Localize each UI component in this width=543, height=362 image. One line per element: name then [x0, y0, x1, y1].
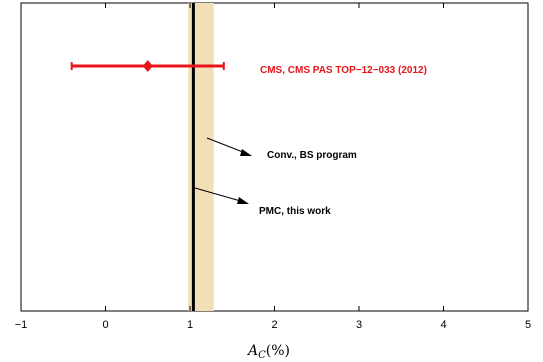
cms-label: CMS, CMS PAS TOP−12−033 (2012) — [260, 65, 427, 76]
conv-arrow-line — [206, 137, 249, 155]
pmc-arrow-line — [194, 187, 245, 203]
x-tick-label-6: 5 — [525, 319, 531, 331]
x-tick-label-1: 0 — [102, 319, 108, 331]
x-tick-label-5: 4 — [440, 319, 446, 331]
x-tick-label-3: 2 — [271, 319, 277, 331]
conv-annotation: Conv., BS program — [267, 150, 357, 161]
x-axis-label: AC(%) — [246, 343, 290, 361]
pmc-annotation: PMC, this work — [259, 206, 331, 217]
x-tick-label-4: 3 — [356, 319, 362, 331]
x-axis: −1 0 1 2 3 4 5 — [15, 3, 531, 331]
cms-data-point — [142, 60, 153, 72]
x-tick-label-0: −1 — [15, 319, 28, 331]
x-tick-label-2: 1 — [187, 319, 193, 331]
conv-arrow-head — [240, 149, 252, 156]
pmc-arrow-head — [237, 197, 249, 204]
